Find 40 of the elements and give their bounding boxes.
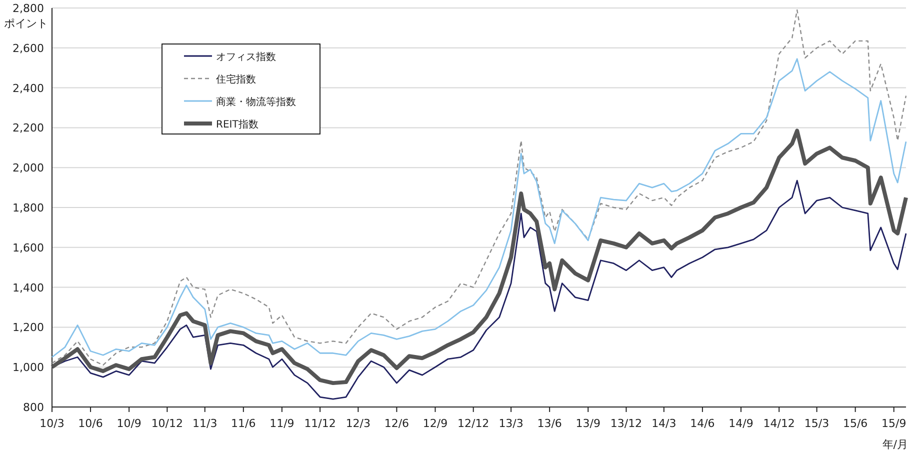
x-axis-title: 年/月: [882, 438, 908, 451]
x-tick-label: 10/12: [151, 417, 184, 430]
x-tick-label: 11/9: [270, 417, 294, 430]
x-tick-label: 12/9: [422, 417, 448, 430]
x-tick-label: 10/3: [40, 417, 64, 430]
x-tick-label: 13/6: [537, 417, 562, 430]
x-tick-label: 11/12: [304, 417, 336, 430]
x-tick-label: 12/3: [346, 417, 371, 430]
y-tick-label: 1,600: [12, 241, 44, 254]
y-tick-label: 1,200: [12, 321, 44, 334]
x-tick-label: 14/3: [652, 417, 676, 430]
y-tick-label: 2,800: [12, 2, 44, 15]
x-tick-label: 14/6: [690, 417, 715, 430]
y-tick-label: 2,000: [12, 162, 44, 175]
x-tick-label: 10/6: [78, 417, 103, 430]
x-tick-label: 13/3: [498, 417, 524, 430]
x-tick-label: 10/9: [116, 417, 142, 430]
x-tick-label: 15/9: [882, 417, 906, 430]
x-tick-label: 14/12: [763, 417, 795, 430]
y-tick-label: 2,400: [12, 82, 44, 95]
x-tick-label: 14/9: [728, 417, 754, 430]
y-tick-label: 1,800: [12, 202, 44, 214]
legend-label: オフィス指数: [216, 51, 276, 63]
x-tick-label: 12/12: [457, 417, 490, 430]
y-axis-title: ポイント: [4, 17, 48, 30]
y-tick-label: 1,400: [12, 281, 44, 294]
x-tick-label: 13/12: [610, 417, 642, 430]
x-tick-label: 15/6: [842, 417, 868, 430]
legend-label: 住宅指数: [216, 74, 256, 86]
x-tick-label: 12/6: [384, 417, 410, 430]
x-tick-label: 11/3: [192, 417, 218, 430]
y-tick-label: 800: [23, 401, 44, 414]
y-tick-label: 1,000: [12, 361, 44, 374]
y-tick-label: 2,200: [12, 122, 44, 135]
x-tick-label: 15/3: [804, 417, 830, 430]
legend-label: REIT指数: [216, 118, 258, 130]
x-tick-label: 11/6: [231, 417, 256, 430]
x-tick-label: 13/9: [576, 417, 600, 430]
y-tick-label: 2,600: [12, 42, 44, 55]
legend-label: 商業・物流等指数: [216, 96, 296, 108]
